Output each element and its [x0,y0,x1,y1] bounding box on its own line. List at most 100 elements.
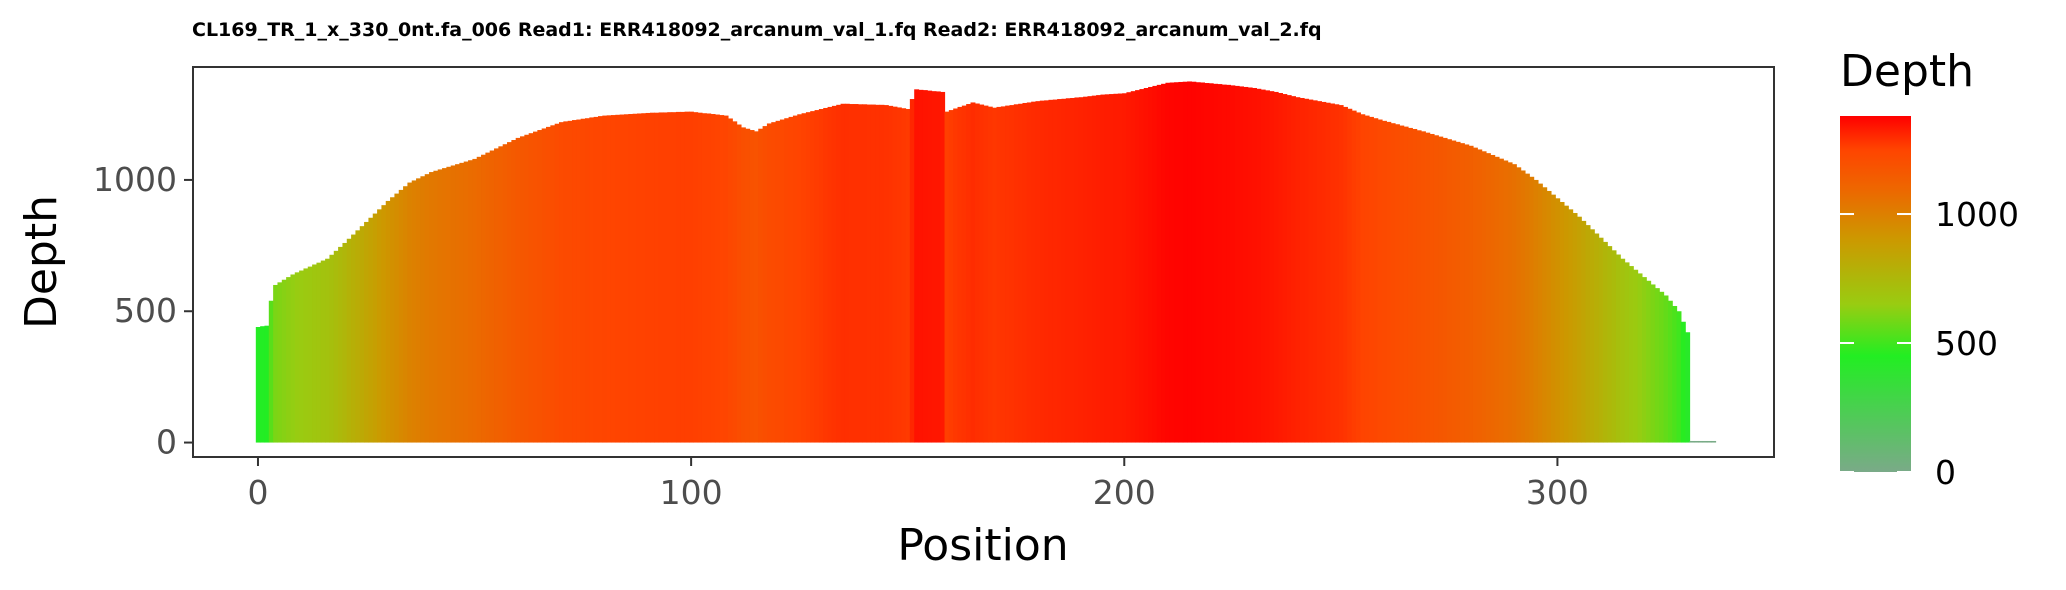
depth-bar [1000,106,1006,443]
depth-bar [377,209,383,443]
depth-bar [979,104,985,443]
depth-bar [1485,153,1491,443]
depth-bar [740,127,746,443]
depth-bar [598,116,603,443]
depth-bar [1503,160,1509,443]
depth-bar [1217,84,1223,443]
depth-bar [1117,93,1123,443]
depth-bar [1477,149,1483,443]
depth-bar [1620,258,1626,443]
y-tick-label: 500 [114,291,177,330]
depth-bar [857,104,863,443]
depth-bar [671,112,677,443]
depth-bar [1013,104,1019,443]
depth-bar [1563,205,1569,443]
depth-bar [888,105,894,443]
depth-bar [758,128,764,443]
depth-bar [905,109,911,443]
depth-bar [658,112,664,443]
depth-bar [784,118,790,443]
depth-bar [333,250,339,443]
depth-bar [1204,83,1210,443]
depth-bar [1347,108,1353,443]
depth-bar [1104,94,1110,443]
depth-bar [255,327,261,443]
depth-bar [974,103,980,443]
depth-bar [407,182,413,443]
depth-bar [1221,84,1227,443]
depth-bar [429,172,434,443]
depth-bar [1507,162,1513,443]
depth-bar [1291,96,1296,443]
depth-bar [992,107,998,443]
depth-bar [1356,112,1361,443]
depth-bar [1039,100,1045,443]
depth-bar [1706,440,1712,443]
depth-bar [966,104,972,443]
depth-bar [325,258,331,443]
depth-bar [1464,144,1470,443]
depth-bar [1546,190,1552,443]
depth-bar [1364,115,1370,443]
depth-bar [1637,273,1643,443]
depth-bar [1308,99,1314,443]
depth-bar [1286,95,1292,443]
depth-bar [1373,118,1379,443]
depth-bar [433,170,439,443]
depth-bar [554,123,560,443]
depth-bar [1100,94,1106,443]
depth-bar [1208,83,1214,443]
depth-bar [628,114,634,443]
depth-bar [1615,254,1621,443]
depth-bar [610,115,616,443]
depth-bar [602,115,608,443]
depth-bar [507,142,512,443]
depth-bar [701,113,707,443]
depth-bar [1317,101,1322,443]
depth-bar [1663,295,1669,443]
depth-bar [368,217,374,443]
depth-bar [883,105,889,443]
depth-bar [459,162,465,443]
depth-bar [844,103,850,443]
depth-bar [1585,225,1591,443]
depth-bar [723,115,729,443]
depth-bar [1516,167,1522,443]
depth-bar [351,234,357,443]
x-axis: 0 100 200 300 [247,457,1589,512]
depth-bar [996,106,1002,443]
depth-bar [1369,116,1374,443]
depth-bar [831,105,837,443]
depth-bar [1386,121,1392,443]
depth-bar [390,197,396,443]
depth-bar [1685,332,1691,443]
depth-bar [342,242,348,443]
depth-bar [476,156,482,443]
depth-bar [1239,86,1244,443]
depth-bar [559,122,564,443]
depth-bar [1351,110,1357,443]
depth-bar [875,104,881,443]
depth-bar [1468,145,1474,443]
depth-bar [437,169,443,443]
depth-bar [1403,126,1409,443]
depth-bar [268,300,274,443]
depth-bar [320,260,326,443]
depth-bar [788,116,794,443]
depth-bar [987,106,993,443]
depth-bar [515,137,521,443]
depth-bar [693,112,699,443]
depth-bar [1576,216,1582,443]
depth-bar [1650,284,1656,443]
depth-bar [1598,237,1604,443]
depth-bar [524,134,530,443]
depth-bar [1602,241,1608,443]
depth-bar [455,164,460,443]
depth-bar [567,120,573,443]
depth-bar [1611,250,1617,443]
depth-bar [1312,100,1318,443]
depth-bar [753,131,759,443]
depth-bar [1213,83,1218,443]
depth-bar [286,277,292,443]
